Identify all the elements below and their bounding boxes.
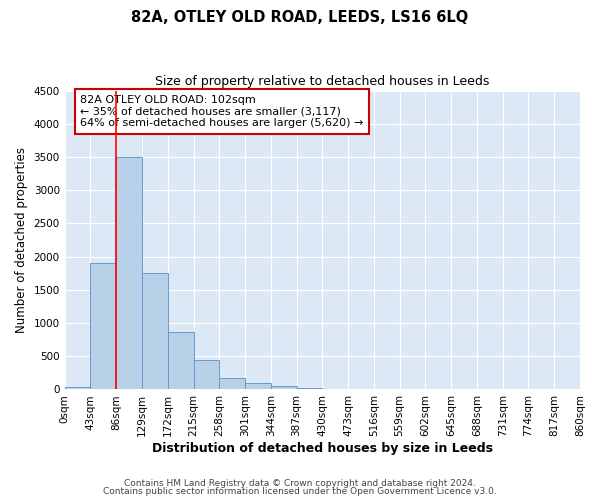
Title: Size of property relative to detached houses in Leeds: Size of property relative to detached ho…	[155, 75, 490, 88]
Bar	[193, 360, 219, 390]
Bar	[91, 264, 116, 390]
Bar	[219, 378, 245, 390]
Bar	[296, 388, 322, 390]
Bar	[322, 389, 348, 390]
Bar	[168, 332, 193, 390]
Y-axis label: Number of detached properties: Number of detached properties	[15, 147, 28, 333]
Bar	[65, 387, 91, 390]
X-axis label: Distribution of detached houses by size in Leeds: Distribution of detached houses by size …	[152, 442, 493, 455]
Bar	[142, 273, 168, 390]
Text: 82A, OTLEY OLD ROAD, LEEDS, LS16 6LQ: 82A, OTLEY OLD ROAD, LEEDS, LS16 6LQ	[131, 10, 469, 25]
Bar	[271, 386, 296, 390]
Bar	[245, 384, 271, 390]
Text: Contains public sector information licensed under the Open Government Licence v3: Contains public sector information licen…	[103, 487, 497, 496]
Text: Contains HM Land Registry data © Crown copyright and database right 2024.: Contains HM Land Registry data © Crown c…	[124, 478, 476, 488]
Bar	[116, 157, 142, 390]
Text: 82A OTLEY OLD ROAD: 102sqm
← 35% of detached houses are smaller (3,117)
64% of s: 82A OTLEY OLD ROAD: 102sqm ← 35% of deta…	[80, 95, 364, 128]
